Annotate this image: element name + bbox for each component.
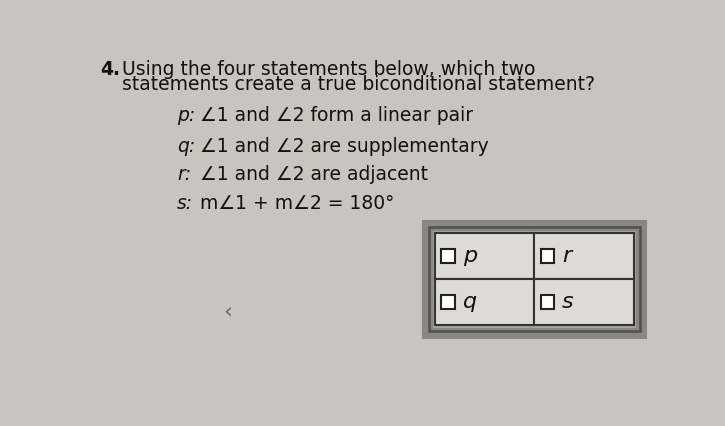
Text: q: q <box>463 292 477 312</box>
Bar <box>442 295 455 309</box>
Text: s:: s: <box>177 194 194 213</box>
Text: ∠1 and ∠2 are adjacent: ∠1 and ∠2 are adjacent <box>200 165 428 184</box>
Text: ∠1 and ∠2 are supplementary: ∠1 and ∠2 are supplementary <box>200 137 489 155</box>
Bar <box>429 227 640 331</box>
Bar <box>534 279 634 325</box>
Text: p: p <box>463 246 477 266</box>
Text: m∠1 + m∠2 = 180°: m∠1 + m∠2 = 180° <box>200 194 394 213</box>
Text: Using the four statements below, which two: Using the four statements below, which t… <box>122 60 535 78</box>
Bar <box>541 249 555 263</box>
Text: 4.: 4. <box>100 60 120 78</box>
Text: r: r <box>562 246 571 266</box>
Bar <box>442 249 455 263</box>
Text: q:: q: <box>177 137 195 155</box>
Text: ‹: ‹ <box>223 301 232 321</box>
Bar <box>435 279 534 325</box>
Text: statements create a true biconditional statement?: statements create a true biconditional s… <box>122 75 594 94</box>
Bar <box>534 233 634 279</box>
Bar <box>541 295 555 309</box>
Bar <box>427 225 642 333</box>
Text: s: s <box>562 292 573 312</box>
Bar <box>435 233 534 279</box>
Text: r:: r: <box>177 165 191 184</box>
Text: ∠1 and ∠2 form a linear pair: ∠1 and ∠2 form a linear pair <box>200 106 473 125</box>
Text: p:: p: <box>177 106 195 125</box>
